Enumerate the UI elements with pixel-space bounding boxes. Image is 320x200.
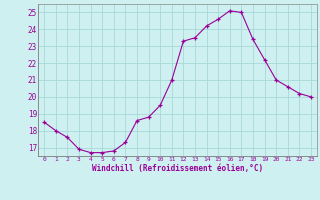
X-axis label: Windchill (Refroidissement éolien,°C): Windchill (Refroidissement éolien,°C) xyxy=(92,164,263,173)
